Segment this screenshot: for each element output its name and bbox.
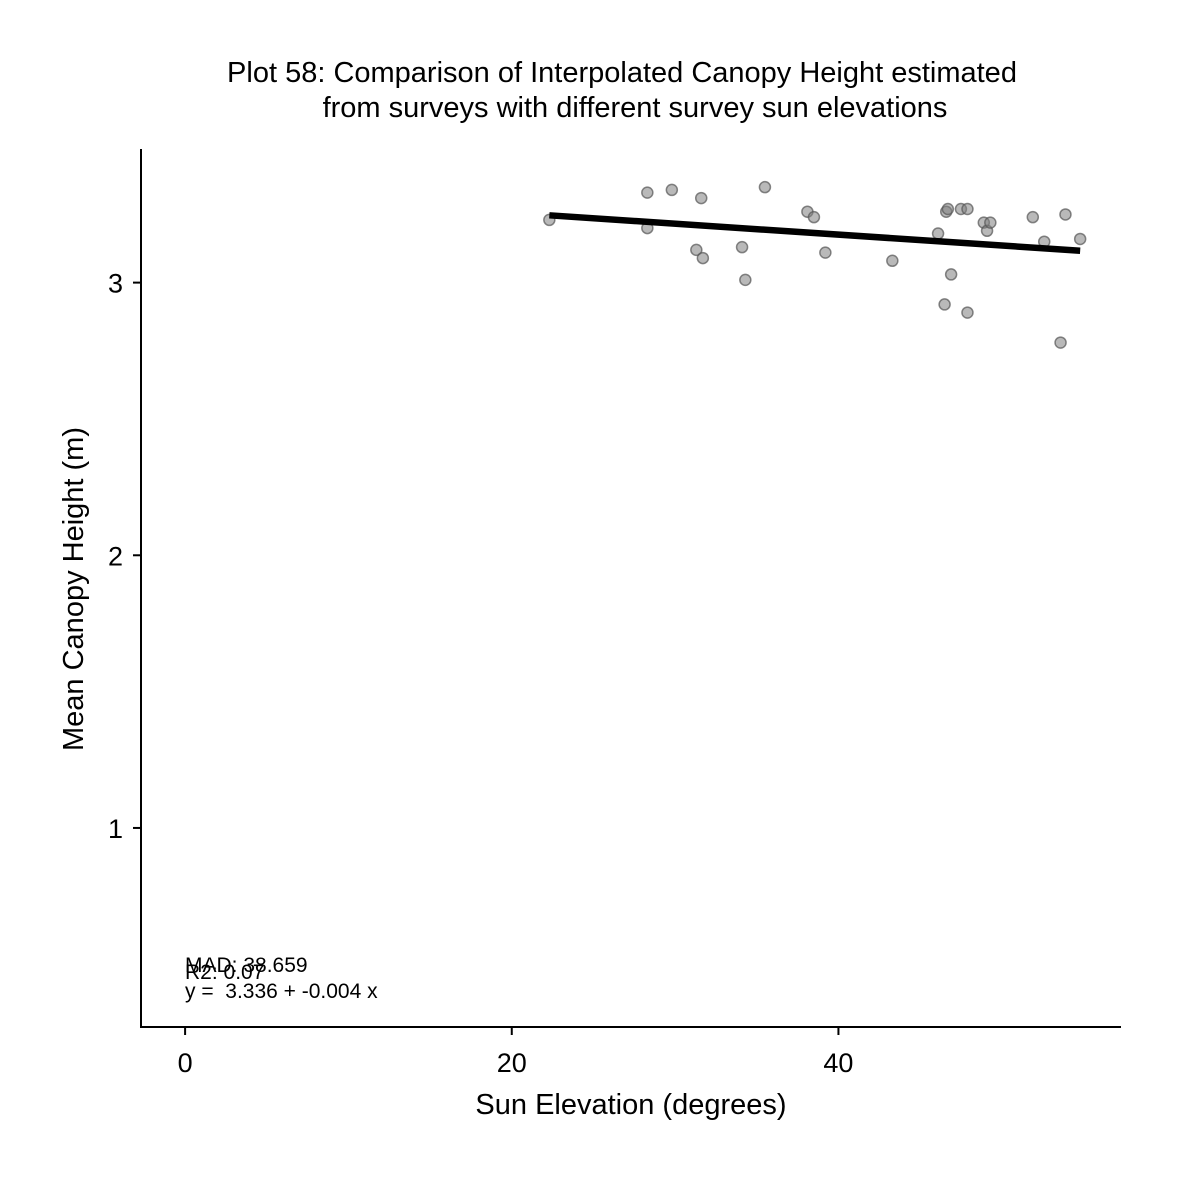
chart-title: Plot 58: Comparison of Interpolated Cano…	[227, 57, 1017, 89]
scatter-point	[886, 254, 899, 268]
scatter-point	[941, 202, 955, 216]
scatter-point	[1059, 208, 1072, 221]
y-tick-label: 1	[108, 814, 123, 844]
scatter-point	[1073, 232, 1087, 246]
scatter-point	[1026, 210, 1040, 224]
x-tick-label: 20	[497, 1048, 527, 1078]
annotation-r2: R2: 0.07	[185, 961, 264, 984]
annotation-mad: MAD: 38.659	[185, 954, 308, 977]
x-tick-label: 0	[178, 1048, 193, 1078]
scatter-point	[696, 251, 710, 265]
y-axis-label: Mean Canopy Height (m)	[58, 427, 90, 751]
scatter-point	[819, 246, 832, 259]
scatter-point	[694, 191, 708, 205]
regression-line	[549, 212, 1081, 255]
scatter-point	[938, 298, 951, 311]
scatter-point	[984, 216, 997, 229]
scatter-point	[1054, 336, 1067, 349]
y-tick-label: 2	[108, 541, 123, 571]
x-axis-ticks: 0 20 40	[178, 1027, 853, 1078]
y-tick-label: 3	[108, 269, 123, 299]
y-axis-ticks: 1 2 3	[108, 269, 141, 844]
scatter-point	[961, 202, 974, 216]
scatter-point	[690, 243, 703, 257]
scatter-point	[931, 227, 945, 240]
scatter-point	[758, 180, 772, 194]
plot-area	[543, 180, 1087, 349]
chart-subtitle: from surveys with different survey sun e…	[323, 92, 948, 124]
scatter-point	[739, 273, 752, 287]
annotation-equation: y = 3.336 + -0.004 x	[185, 980, 378, 1003]
scatter-point	[807, 210, 821, 224]
scatter-point	[735, 240, 749, 254]
x-tick-label: 40	[823, 1048, 853, 1078]
scatter-point	[665, 183, 679, 197]
scatter-point	[961, 306, 974, 319]
scatter-point	[944, 268, 958, 281]
x-axis-label: Sun Elevation (degrees)	[475, 1089, 786, 1121]
scatter-point	[641, 186, 654, 199]
